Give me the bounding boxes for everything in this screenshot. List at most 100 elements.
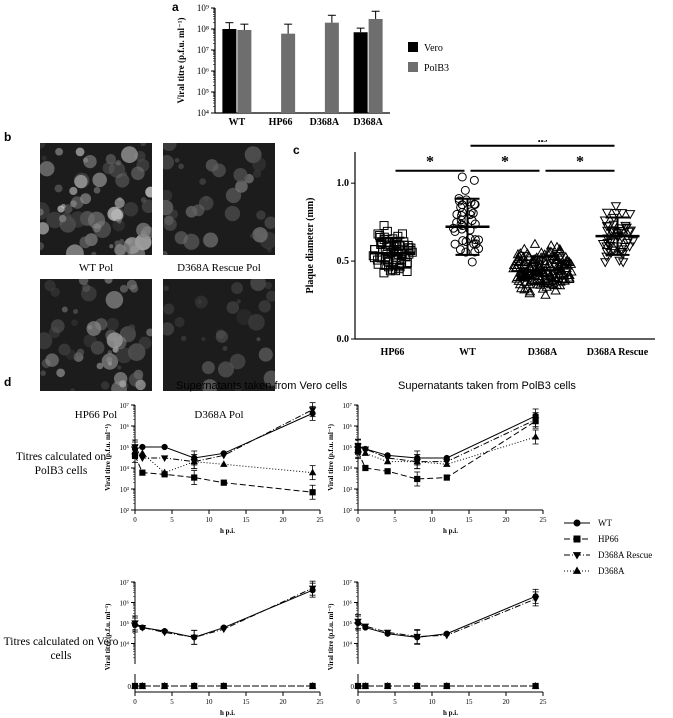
- line-chart-d-polb3-polb3-sup: 10² 10³ 10⁴ 10⁵ 10⁶ 10⁷ 0 5 10 15 20 25 h p.i. Viral …: [327, 402, 548, 535]
- data-point-d368a: [131, 681, 139, 689]
- data-point-d368a-rescue: [531, 596, 540, 603]
- data-point: [457, 207, 467, 217]
- data-point: [554, 268, 565, 278]
- plaque-spot: [194, 295, 208, 309]
- x-tick-label: 0: [133, 698, 137, 706]
- plaque-spot: [201, 337, 206, 342]
- plaque-spot: [80, 193, 92, 205]
- data-point-d368a: [138, 681, 147, 689]
- significance-label: *: [426, 154, 434, 171]
- plaque-spot: [163, 200, 174, 216]
- data-point-d368a: [443, 681, 451, 689]
- data-point-d368a: [160, 681, 169, 689]
- data-point: [397, 229, 407, 239]
- data-point-d368a-rescue: [361, 623, 370, 631]
- data-point: [470, 235, 480, 245]
- plaque-spot: [146, 328, 152, 337]
- plaque-spot: [83, 334, 97, 348]
- bar-polb3: [368, 18, 383, 113]
- plaque-spot: [71, 319, 78, 327]
- y-tick-label: 10²: [120, 507, 129, 515]
- data-point-hp66: [362, 464, 369, 472]
- panel-letter-c: c: [293, 143, 300, 157]
- legend-label: D368A: [598, 566, 625, 576]
- plaque-spot: [128, 324, 136, 332]
- x-tick-label: 25: [540, 698, 548, 706]
- x-tick-label: 25: [540, 516, 548, 524]
- x-tick-label: 5: [170, 516, 174, 524]
- plaque-spot: [63, 204, 73, 214]
- series-line-d368a-rescue: [357, 419, 536, 463]
- y-tick-label: 10⁹: [197, 3, 209, 13]
- data-point: [394, 246, 404, 256]
- data-point: [621, 223, 632, 233]
- plaque-spot: [107, 361, 113, 366]
- x-tick-label: D368A: [528, 347, 558, 355]
- data-point: [450, 239, 460, 249]
- plaque-spot: [107, 350, 112, 355]
- plaque-spot: [75, 147, 85, 157]
- legend-d: WT HP66 D368A Rescue D368A: [564, 518, 652, 576]
- data-point: [559, 270, 570, 280]
- plaque-spot: [115, 347, 133, 364]
- data-point: [456, 215, 466, 225]
- data-point-d368a: [308, 468, 317, 476]
- plaque-spot: [163, 155, 175, 170]
- plaque-spot: [201, 361, 215, 375]
- panel-letter-b: b: [4, 130, 12, 144]
- micrograph-1-spots: [163, 143, 275, 255]
- plaque-spot: [163, 189, 173, 202]
- plaque-spot: [65, 244, 84, 255]
- data-point: [448, 223, 458, 233]
- data-point: [393, 231, 403, 241]
- plaque-spot: [100, 381, 110, 390]
- data-point-hp66: [139, 469, 146, 476]
- plaque-spot: [40, 370, 46, 376]
- plaque-spot: [163, 285, 170, 291]
- col-title-polb3-sup: Supernatants taken from PolB3 cells: [398, 380, 576, 392]
- data-point: [470, 199, 480, 209]
- line-chart-d-vero-polb3-sup: 0 10⁴ 10⁵ 10⁶ 10⁷ 0 5 10 15 20 25 h p.i. Viral titre…: [327, 579, 548, 717]
- plaque-spot: [249, 233, 255, 239]
- col-title-vero-sup: Supernatants taken from Vero cells: [176, 380, 348, 392]
- data-point: [541, 281, 552, 291]
- plaque-spot: [73, 308, 79, 314]
- data-point: [601, 208, 613, 219]
- plaque-spot: [119, 284, 128, 293]
- data-point: [599, 258, 611, 268]
- y-tick-label: 10⁵: [120, 620, 130, 628]
- y-tick-label: 10⁶: [120, 423, 130, 431]
- plaque-spot: [244, 146, 262, 164]
- data-point: [522, 248, 533, 258]
- plaque-spot: [256, 230, 264, 238]
- series-line-d368a-rescue: [134, 587, 313, 638]
- data-point: [545, 246, 557, 256]
- legend-label: PolB3: [424, 63, 449, 74]
- data-point: [601, 248, 613, 258]
- plaque-spot: [115, 173, 130, 188]
- data-point: [379, 221, 389, 231]
- y-tick-label: 10³: [120, 486, 129, 494]
- data-point: [608, 220, 619, 231]
- y-axis-label: Viral titre (p.f.u. ml⁻¹): [104, 603, 112, 671]
- plaque-spot: [133, 369, 144, 380]
- legend-label: WT: [598, 518, 612, 528]
- legend-label: HP66: [598, 534, 619, 544]
- data-point: [552, 263, 564, 273]
- legend-swatch: [408, 42, 418, 52]
- plaque-spot: [234, 385, 242, 391]
- y-tick-label: 10⁵: [120, 444, 130, 452]
- plaque-spot: [40, 143, 46, 149]
- data-point: [513, 256, 525, 267]
- series-line-wt: [357, 415, 536, 459]
- plaque-spot: [105, 153, 117, 165]
- plaque-spot: [57, 205, 65, 213]
- plaque-spot: [117, 365, 122, 370]
- data-point: [513, 253, 524, 264]
- x-tick-label: 20: [503, 516, 511, 524]
- plaque-spot: [121, 146, 138, 164]
- y-tick-label: 10⁷: [120, 402, 130, 410]
- y-tick-label: 10⁵: [343, 620, 353, 628]
- micrograph-2-spots: [40, 279, 152, 391]
- plaque-spot: [106, 332, 123, 349]
